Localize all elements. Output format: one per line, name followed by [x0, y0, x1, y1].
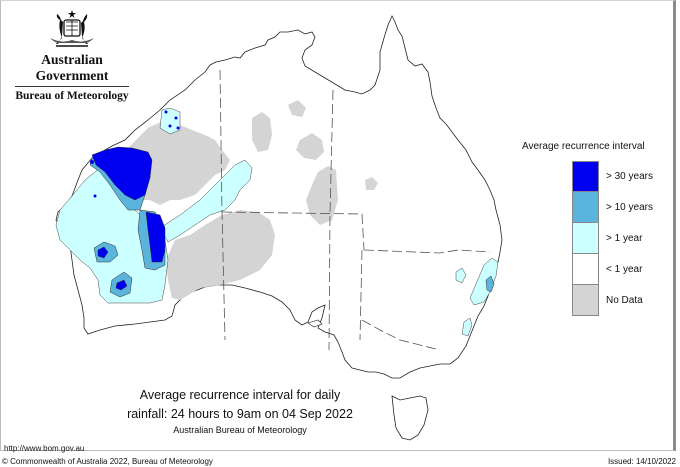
isolated-high-dots — [90, 110, 180, 198]
issued-date: Issued: 14/10/2022 — [607, 457, 676, 466]
map-caption: Average recurrence interval for daily ra… — [100, 386, 380, 437]
legend-item-no-data: No Data — [572, 285, 653, 316]
legend-swatch — [572, 161, 599, 192]
legend-label: > 30 years — [606, 171, 653, 182]
legend-label: > 1 year — [606, 233, 643, 244]
legend-swatch — [572, 223, 599, 254]
caption-line-1: Average recurrence interval for daily — [139, 388, 341, 402]
legend-items: > 30 years > 10 years > 1 year < 1 year … — [572, 161, 653, 316]
legend-label: < 1 year — [606, 264, 643, 275]
legend-title: Average recurrence interval — [522, 141, 645, 152]
tasmania-coastline — [391, 395, 429, 441]
website-link[interactable]: http://www.bom.gov.au — [4, 444, 85, 453]
copyright-notice: © Commonwealth of Australia 2022, Bureau… — [2, 457, 213, 466]
legend-swatch — [572, 192, 599, 223]
over-1-year-regions — [55, 107, 499, 337]
legend-item-over-1-year: > 1 year — [572, 223, 653, 254]
map-frame — [0, 0, 676, 451]
legend: Average recurrence interval > 30 years >… — [522, 141, 672, 316]
coat-of-arms-icon — [50, 10, 94, 47]
legend-swatch — [572, 254, 599, 285]
title-divider — [15, 86, 129, 87]
bom-logo: Australian Government Bureau of Meteorol… — [8, 8, 136, 102]
kangaroo-island — [307, 319, 323, 328]
legend-label: No Data — [606, 295, 643, 306]
state-borders — [219, 69, 491, 351]
legend-label: > 10 years — [606, 202, 653, 213]
legend-item-over-30-years: > 30 years — [572, 161, 653, 192]
government-title: Australian Government — [35, 52, 109, 83]
legend-item-under-1-year: < 1 year — [572, 254, 653, 285]
legend-item-over-10-years: > 10 years — [572, 192, 653, 223]
legend-swatch — [572, 285, 599, 316]
over-30-years-regions — [91, 146, 166, 291]
caption-line-2: rainfall: 24 hours to 9am on 04 Sep 2022 — [127, 407, 353, 421]
caption-source: Australian Bureau of Meteorology — [173, 425, 307, 435]
agency-title: Bureau of Meteorology — [15, 90, 129, 102]
